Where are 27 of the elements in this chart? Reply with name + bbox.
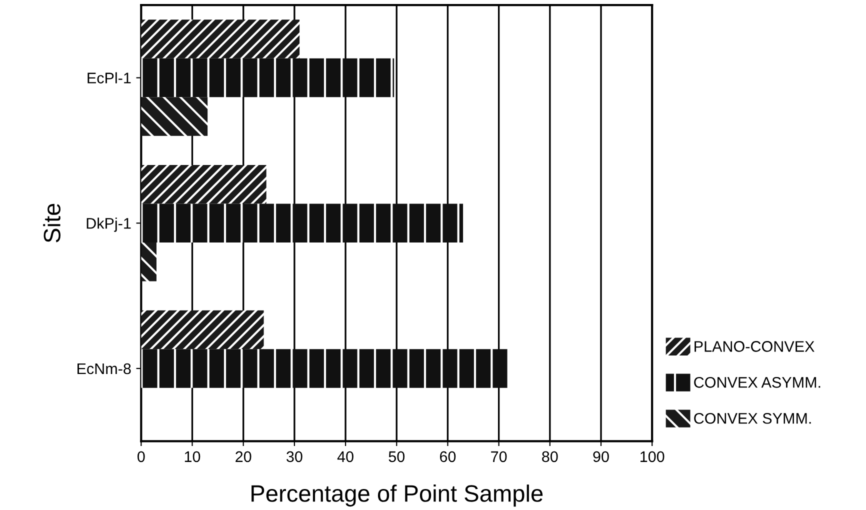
bar <box>141 58 394 98</box>
x-tick-label: 0 <box>138 451 145 462</box>
legend-label: CONVEX ASYMM. <box>694 377 820 388</box>
legend-label: CONVEX SYMM. <box>694 412 811 424</box>
bar <box>141 242 156 282</box>
y-tick-label: EcPl-1 <box>88 72 131 84</box>
x-tick-label: 10 <box>184 451 200 462</box>
x-tick-label: 30 <box>286 451 302 462</box>
x-axis-title: Percentage of Point Sample <box>252 484 543 507</box>
x-tick-label: 50 <box>388 451 405 462</box>
y-tick-label: DkPj-1 <box>86 218 131 232</box>
y-tick-label: EcNm-8 <box>78 363 131 374</box>
bar <box>141 20 300 58</box>
x-tick-label: 20 <box>236 451 252 462</box>
bar <box>141 349 510 388</box>
y-axis-title: Site <box>43 204 60 242</box>
x-tick-label: 40 <box>337 451 354 462</box>
legend-label: PLANO-CONVEX <box>694 341 814 352</box>
x-tick-label: 60 <box>440 451 456 462</box>
x-tick-label: 100 <box>640 451 664 462</box>
bar <box>141 204 464 243</box>
x-tick-label: 70 <box>491 451 507 462</box>
bar <box>141 97 208 136</box>
bar <box>141 164 266 204</box>
bar <box>141 310 264 350</box>
x-tick-label: 90 <box>593 451 609 462</box>
x-tick-label: 80 <box>542 451 558 462</box>
